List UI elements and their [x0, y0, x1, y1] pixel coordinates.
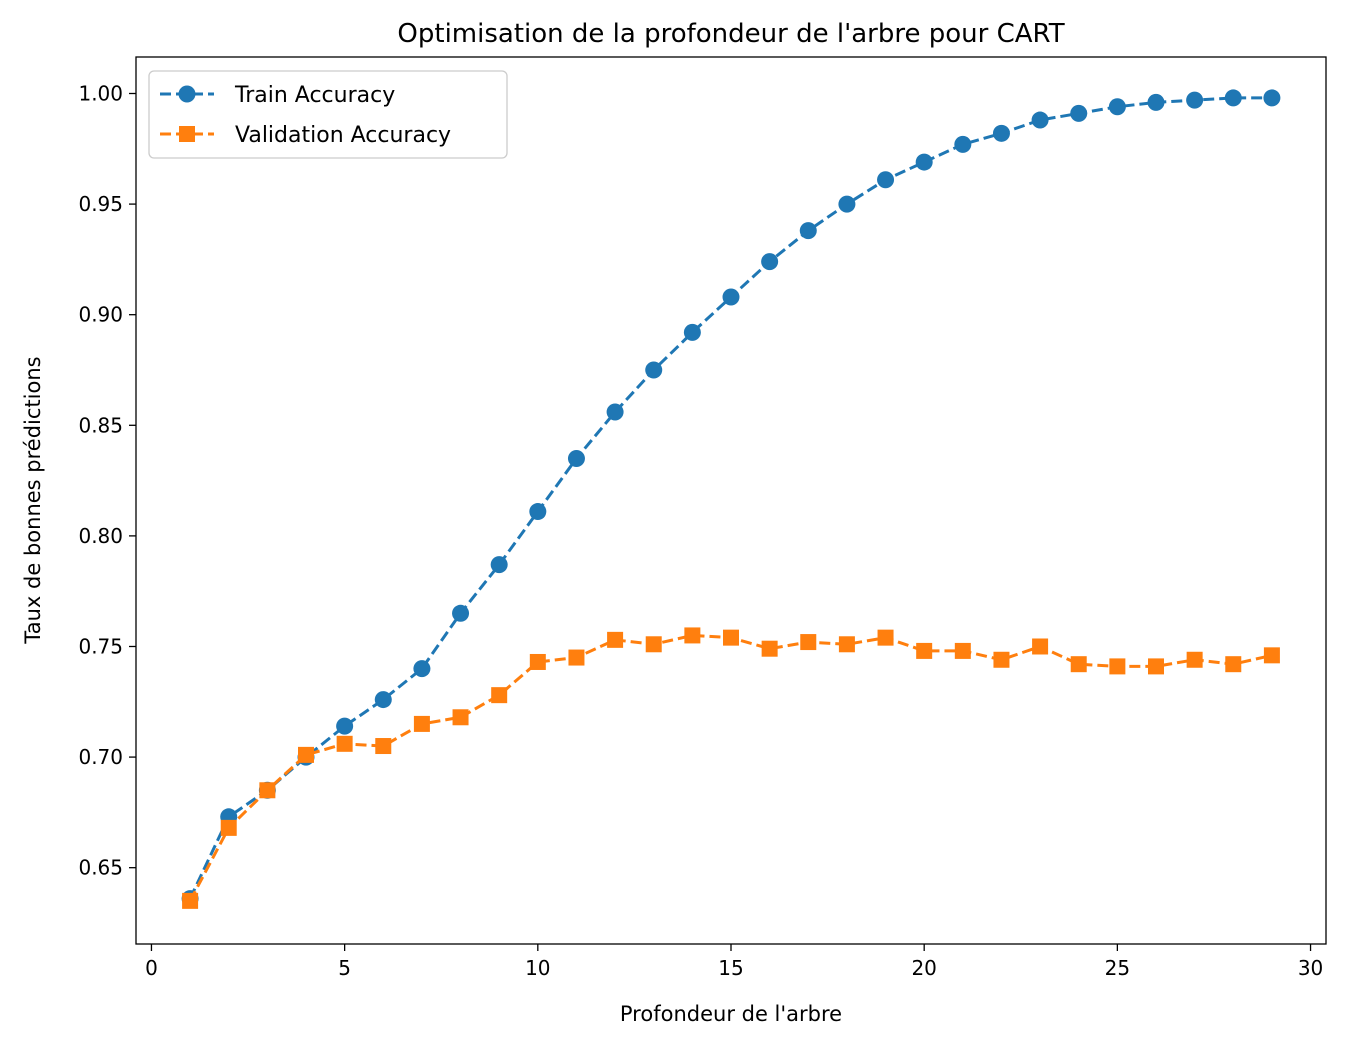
- data-point-train-accuracy: [452, 604, 470, 622]
- y-tick-label: 0.75: [78, 634, 123, 658]
- data-point-train-accuracy: [606, 403, 624, 421]
- data-point-validation-accuracy: [993, 651, 1010, 668]
- data-point-validation-accuracy: [452, 709, 469, 726]
- data-point-validation-accuracy: [298, 746, 314, 763]
- data-point-train-accuracy: [1186, 91, 1204, 109]
- legend: Train Accuracy Validation Accuracy: [148, 70, 508, 159]
- data-point-train-accuracy: [645, 361, 663, 379]
- legend-label: Train Accuracy: [234, 83, 395, 108]
- x-tick-label: 25: [1105, 956, 1130, 980]
- x-tick-label: 5: [338, 956, 351, 980]
- data-point-validation-accuracy: [684, 627, 701, 644]
- y-tick-label: 1.00: [78, 81, 123, 105]
- y-axis-label: Taux de bonnes prédictions: [21, 356, 45, 644]
- x-tick-label: 20: [911, 956, 936, 980]
- data-point-train-accuracy: [954, 135, 972, 153]
- data-point-validation-accuracy: [1148, 658, 1164, 675]
- data-point-train-accuracy: [374, 691, 392, 709]
- data-point-validation-accuracy: [916, 642, 933, 659]
- data-point-train-accuracy: [336, 717, 354, 735]
- data-point-train-accuracy: [915, 153, 933, 171]
- legend-marker-square: [179, 126, 195, 142]
- data-point-train-accuracy: [722, 288, 740, 306]
- data-point-validation-accuracy: [336, 735, 353, 752]
- legend-label: Validation Accuracy: [235, 123, 451, 148]
- x-axis-label: Profondeur de l'arbre: [620, 1002, 842, 1026]
- data-point-validation-accuracy: [491, 687, 508, 704]
- data-point-validation-accuracy: [761, 640, 778, 657]
- data-point-validation-accuracy: [1070, 656, 1087, 673]
- y-tick-label: 0.70: [78, 745, 123, 769]
- data-point-train-accuracy: [490, 556, 508, 574]
- data-point-validation-accuracy: [259, 782, 276, 799]
- data-point-train-accuracy: [838, 195, 856, 213]
- y-tick-label: 0.95: [78, 192, 123, 216]
- data-point-validation-accuracy: [723, 629, 739, 646]
- data-point-validation-accuracy: [607, 631, 624, 648]
- data-point-validation-accuracy: [877, 629, 894, 646]
- series-train-accuracy: [181, 89, 1281, 908]
- data-point-validation-accuracy: [413, 715, 430, 732]
- x-tick-label: 0: [145, 956, 158, 980]
- data-point-train-accuracy: [1070, 104, 1088, 122]
- data-point-train-accuracy: [992, 124, 1010, 142]
- x-tick-label: 15: [718, 956, 743, 980]
- data-point-validation-accuracy: [568, 649, 585, 666]
- data-point-train-accuracy: [683, 323, 701, 341]
- data-point-validation-accuracy: [838, 636, 855, 653]
- legend-item-validation-accuracy: Validation Accuracy: [160, 123, 451, 148]
- data-point-train-accuracy: [877, 171, 895, 189]
- axis-ticks: 0 5 10 15 20 25 30 0.65 0.70 0.75 0.80 0.85 0.90 0.95…: [78, 81, 1323, 980]
- y-tick-label: 0.80: [78, 524, 123, 548]
- y-tick-label: 0.85: [78, 413, 123, 437]
- data-point-validation-accuracy: [1109, 658, 1126, 675]
- data-point-train-accuracy: [529, 503, 547, 521]
- legend-item-train-accuracy: Train Accuracy: [160, 83, 395, 108]
- data-point-validation-accuracy: [375, 738, 392, 755]
- data-point-train-accuracy: [567, 449, 585, 467]
- data-point-validation-accuracy: [954, 642, 971, 659]
- data-point-train-accuracy: [413, 660, 431, 678]
- y-tick-label: 0.65: [78, 856, 123, 880]
- legend-box: [148, 70, 508, 159]
- series-layer: [181, 89, 1281, 909]
- data-point-train-accuracy: [1108, 98, 1126, 116]
- data-point-validation-accuracy: [800, 634, 817, 651]
- data-point-validation-accuracy: [529, 653, 546, 670]
- data-point-train-accuracy: [1147, 93, 1165, 111]
- data-point-validation-accuracy: [1225, 656, 1242, 673]
- x-tick-label: 10: [525, 956, 550, 980]
- data-point-validation-accuracy: [1032, 638, 1049, 655]
- data-point-validation-accuracy: [1263, 647, 1280, 664]
- data-point-validation-accuracy: [220, 819, 237, 836]
- data-point-validation-accuracy: [1186, 651, 1203, 668]
- data-point-train-accuracy: [1224, 89, 1242, 107]
- legend-marker-circle: [178, 85, 196, 103]
- data-point-train-accuracy: [1263, 89, 1281, 107]
- data-point-train-accuracy: [761, 253, 779, 271]
- data-point-validation-accuracy: [182, 892, 199, 909]
- series-validation-accuracy: [182, 627, 1280, 909]
- x-tick-label: 30: [1298, 956, 1323, 980]
- chart-title: Optimisation de la profondeur de l'arbre…: [397, 19, 1064, 49]
- y-tick-label: 0.90: [78, 303, 123, 327]
- data-point-train-accuracy: [1031, 111, 1049, 129]
- data-point-validation-accuracy: [645, 636, 662, 653]
- data-point-train-accuracy: [799, 222, 817, 240]
